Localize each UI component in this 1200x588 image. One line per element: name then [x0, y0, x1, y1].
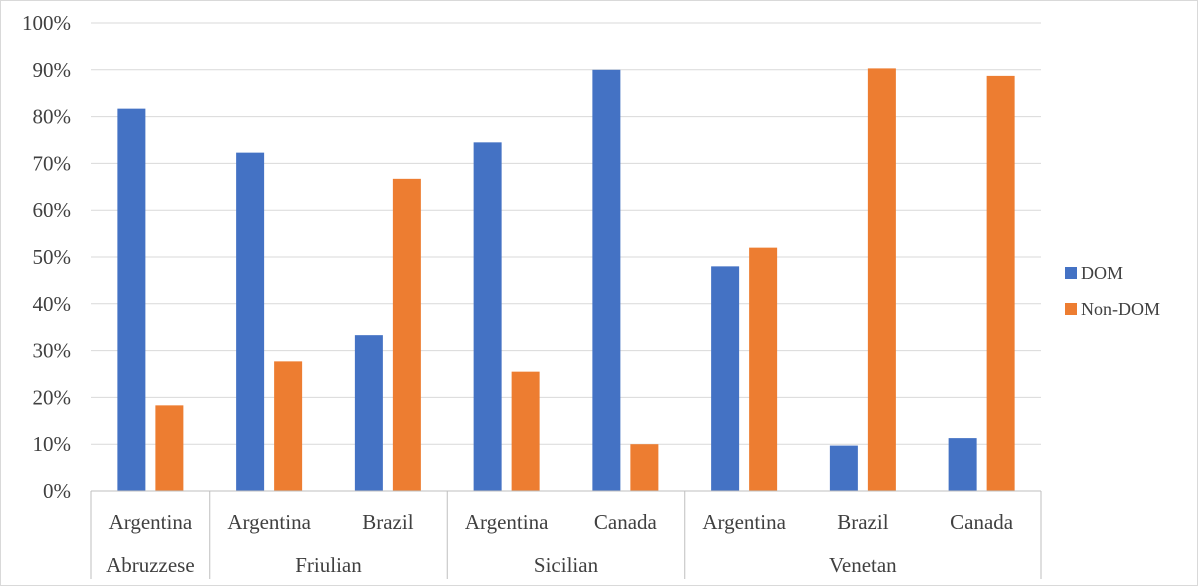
x-category-label: Canada	[594, 510, 658, 534]
bar-non-dom-1	[274, 361, 303, 491]
bar-non-dom-5	[749, 247, 778, 491]
gridlines	[91, 22, 1041, 445]
x-category-label: Brazil	[837, 510, 888, 534]
bar-non-dom-0	[155, 405, 184, 491]
legend-label: DOM	[1081, 263, 1123, 283]
x-category-label: Canada	[950, 510, 1014, 534]
bar-non-dom-2	[392, 178, 421, 491]
y-tick-label: 90%	[33, 58, 72, 82]
bar-dom-2	[354, 335, 383, 491]
x-group-label: Sicilian	[534, 553, 599, 577]
bar-dom-6	[829, 445, 858, 491]
bar-dom-5	[711, 266, 740, 491]
y-tick-label: 80%	[33, 105, 72, 129]
axes	[90, 490, 1042, 579]
x-category-label: Argentina	[702, 510, 786, 534]
bar-non-dom-4	[630, 444, 659, 491]
legend-swatch	[1065, 267, 1077, 279]
y-tick-label: 40%	[33, 292, 72, 316]
bar-non-dom-3	[511, 371, 540, 491]
bar-non-dom-7	[986, 75, 1015, 491]
bar-non-dom-6	[867, 68, 896, 492]
x-category-label: Brazil	[362, 510, 413, 534]
y-tick-label: 70%	[33, 151, 72, 175]
x-category-label: Argentina	[465, 510, 549, 534]
legend-label: Non-DOM	[1081, 299, 1160, 319]
legend-swatch	[1065, 303, 1077, 315]
x-group-label: Venetan	[829, 553, 897, 577]
y-tick-label: 10%	[33, 432, 72, 456]
x-category-label: Argentina	[227, 510, 311, 534]
bar-dom-7	[948, 438, 977, 491]
y-tick-label: 100%	[22, 11, 71, 35]
bar-dom-1	[236, 152, 265, 492]
y-tick-label: 50%	[33, 245, 72, 269]
x-category-label: Argentina	[109, 510, 193, 534]
bar-dom-4	[592, 69, 621, 492]
bar-dom-3	[473, 142, 502, 491]
y-tick-label: 20%	[33, 385, 72, 409]
legend: DOM Non-DOM	[1065, 263, 1160, 319]
x-group-label: Friulian	[295, 553, 362, 577]
x-axis-labels: Argentina Argentina Brazil Argentina Canada A…	[106, 510, 1014, 577]
y-tick-label: 30%	[33, 339, 72, 363]
y-tick-label: 0%	[43, 479, 71, 503]
y-axis-ticks: 0% 10% 20% 30% 40% 50% 60% 70% 80% 90% 100%	[22, 11, 71, 503]
x-group-label: Abruzzese	[106, 553, 195, 577]
bar-dom-0	[117, 108, 146, 492]
y-tick-label: 60%	[33, 198, 72, 222]
bars	[117, 68, 1015, 492]
